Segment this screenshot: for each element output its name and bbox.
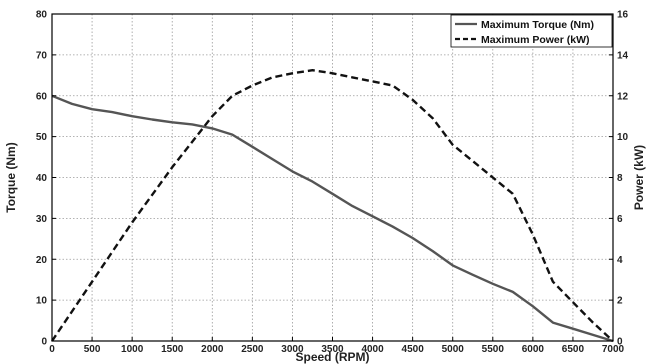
y-left-tick-label-6: 60 [36,91,48,102]
y-right-tick-label-1: 2 [617,296,623,307]
x-tick-label-7: 3500 [321,344,344,355]
x-tick-label-5: 2500 [241,344,264,355]
y-axis-left-title: Torque (Nm) [4,142,18,212]
y-left-tick-label-3: 30 [36,214,48,225]
series-line-max-torque [51,94,614,343]
y-left-tick-label-2: 20 [36,255,48,266]
x-tick-label-0: 0 [49,344,55,355]
y-right-tick-label-5: 10 [617,132,629,143]
y-axis-right-title: Power (kW) [632,145,646,210]
x-tick-label-6: 3000 [281,344,304,355]
x-tick-label-14: 7000 [602,344,625,355]
x-tick-label-9: 4500 [402,344,425,355]
series-line-max-power [51,68,614,342]
x-tick-label-10: 5000 [442,344,465,355]
y-left-tick-label-1: 10 [36,296,48,307]
y-right-tick-label-2: 4 [617,255,623,266]
legend-label-torque: Maximum Torque (Nm) [481,19,594,31]
y-left-tick-label-4: 40 [36,173,48,184]
legend-label-power: Maximum Power (kW) [481,34,590,46]
y-left-tick-label-5: 50 [36,132,48,143]
y-right-tick-label-6: 12 [617,91,629,102]
x-tick-label-8: 4000 [361,344,384,355]
x-tick-label-4: 2000 [201,344,224,355]
y-right-tick-label-0: 0 [617,337,623,348]
y-left-tick-label-8: 80 [36,10,48,21]
x-tick-label-11: 5500 [482,344,505,355]
x-tick-label-13: 6500 [562,344,585,355]
legend: Maximum Torque (Nm) Maximum Power (kW) [450,14,613,48]
series-layer [51,68,614,343]
y-right-tick-label-3: 6 [617,214,623,225]
y-left-tick-label-0: 0 [41,337,47,348]
x-tick-label-3: 1500 [161,344,184,355]
x-tick-label-12: 6000 [522,344,545,355]
x-axis-title: Speed (RPM) [295,350,369,364]
x-tick-label-1: 500 [84,344,101,355]
ticks-layer: 0 500 1000 1500 2000 2500 3000 3500 4000 4500 5000… [36,10,629,356]
grid-layer [52,14,613,341]
legend-box [450,14,613,48]
y-right-tick-label-8: 16 [617,10,629,21]
x-tick-label-2: 1000 [121,344,144,355]
y-right-tick-label-7: 14 [617,50,629,61]
y-left-tick-label-7: 70 [36,50,48,61]
y-right-tick-label-4: 8 [617,173,623,184]
